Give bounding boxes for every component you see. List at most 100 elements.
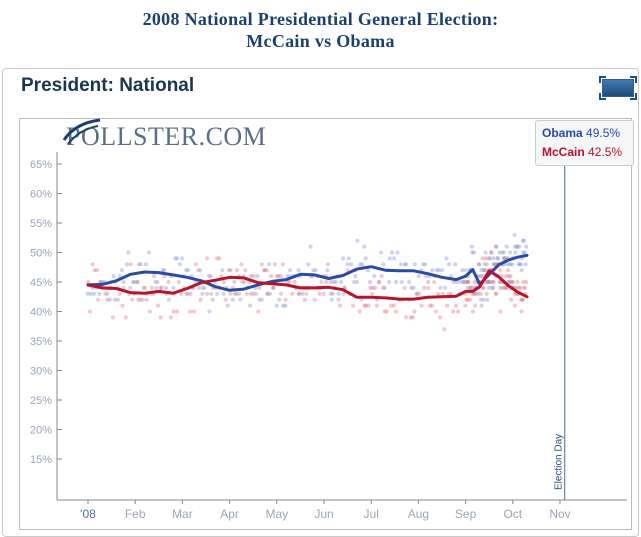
y-tick-label: 40% xyxy=(30,307,52,319)
poll-dot xyxy=(290,291,295,296)
poll-dot xyxy=(430,268,435,273)
poll-dot xyxy=(196,268,201,273)
poll-dot xyxy=(362,244,367,249)
poll-dot xyxy=(506,274,511,279)
poll-dot xyxy=(153,279,158,285)
poll-dot xyxy=(403,262,409,267)
poll-dot xyxy=(130,279,136,285)
poll-dot xyxy=(90,262,95,267)
poll-dot xyxy=(370,291,375,296)
poll-dot xyxy=(357,309,362,314)
poll-dot xyxy=(136,297,141,302)
poll-dot xyxy=(128,262,133,267)
poll-dot xyxy=(417,291,422,296)
poll-dot xyxy=(482,262,487,267)
poll-dot xyxy=(411,285,416,290)
poll-dot xyxy=(85,291,90,296)
legend-value: 49.5% xyxy=(586,126,621,140)
poll-dot xyxy=(429,303,435,308)
y-tick-label: 65% xyxy=(30,159,52,171)
poll-dot xyxy=(151,274,157,279)
poll-dot xyxy=(377,279,382,285)
poll-dot xyxy=(504,244,509,249)
poll-dot xyxy=(438,315,443,320)
poll-dot xyxy=(497,279,502,285)
poll-dot xyxy=(414,291,420,296)
poll-dot xyxy=(346,256,351,261)
poll-dot xyxy=(204,291,210,296)
poll-dot xyxy=(236,291,242,296)
poll-dot xyxy=(351,279,357,285)
poll-dot xyxy=(521,279,526,285)
poll-dot xyxy=(468,285,474,290)
poll-dot xyxy=(438,285,443,290)
poll-dot xyxy=(519,262,524,267)
poll-dot xyxy=(306,262,311,267)
poll-dot xyxy=(225,303,230,308)
poll-dot xyxy=(226,268,231,273)
poll-dot xyxy=(472,303,478,308)
poll-dot xyxy=(516,262,521,267)
poll-dot xyxy=(336,297,341,302)
poll-dot xyxy=(117,291,122,296)
poll-dot xyxy=(379,250,384,255)
poll-dot xyxy=(276,274,281,279)
poll-dot xyxy=(469,244,475,249)
y-grid xyxy=(57,163,62,460)
poll-dot xyxy=(220,268,225,273)
poll-dot xyxy=(440,291,445,296)
poll-dot xyxy=(126,250,131,255)
poll-dot xyxy=(119,268,124,273)
poll-dot xyxy=(176,279,182,285)
poll-dot xyxy=(173,256,178,261)
poll-dot xyxy=(193,262,199,267)
poll-dot xyxy=(144,297,149,302)
legend: Obama 49.5% McCain 42.5% xyxy=(535,120,634,166)
pollster-logo: POLLSTER.COM xyxy=(62,118,266,152)
poll-dot xyxy=(257,285,262,290)
x-tick-label: Mar xyxy=(172,507,193,521)
poll-dot xyxy=(487,279,493,285)
poll-dot xyxy=(324,279,329,285)
poll-dot xyxy=(353,274,358,279)
poll-dot xyxy=(202,285,207,290)
poll-dot xyxy=(256,309,261,314)
page-title: 2008 National Presidential General Elect… xyxy=(0,8,641,52)
y-tick-label: 55% xyxy=(30,218,52,230)
poll-dot xyxy=(376,279,381,285)
poll-dot xyxy=(456,309,461,314)
panel-title: President: National xyxy=(21,75,195,96)
poll-dot xyxy=(469,285,475,290)
poll-dot xyxy=(281,303,286,308)
poll-dot xyxy=(498,309,503,314)
poll-dot xyxy=(184,268,189,273)
poll-dot xyxy=(331,279,336,285)
poll-dot xyxy=(217,256,222,261)
x-tick-label: Nov xyxy=(549,507,570,521)
poll-dot xyxy=(512,291,517,296)
poll-dot xyxy=(325,268,330,273)
poll-dot xyxy=(198,268,203,273)
poll-dot xyxy=(508,262,513,267)
poll-dot xyxy=(154,285,159,290)
poll-dot xyxy=(160,268,166,273)
poll-dot xyxy=(367,279,373,285)
poll-dot xyxy=(426,285,431,290)
poll-dot xyxy=(508,279,513,285)
legend-value: 42.5% xyxy=(588,145,623,159)
poll-dot xyxy=(519,309,524,314)
poll-dot xyxy=(485,279,490,285)
poll-dot xyxy=(297,291,302,296)
poll-dot xyxy=(520,297,526,302)
poll-dot xyxy=(355,238,360,243)
poll-dot xyxy=(520,238,526,243)
poll-dot xyxy=(517,285,522,290)
poll-dot xyxy=(489,250,494,255)
poll-dot xyxy=(502,285,507,290)
poll-dot xyxy=(124,262,129,267)
poll-dot xyxy=(465,279,470,285)
poll-dot xyxy=(471,250,476,255)
panel-toggle-button[interactable] xyxy=(599,76,637,100)
poll-dot xyxy=(87,309,92,314)
